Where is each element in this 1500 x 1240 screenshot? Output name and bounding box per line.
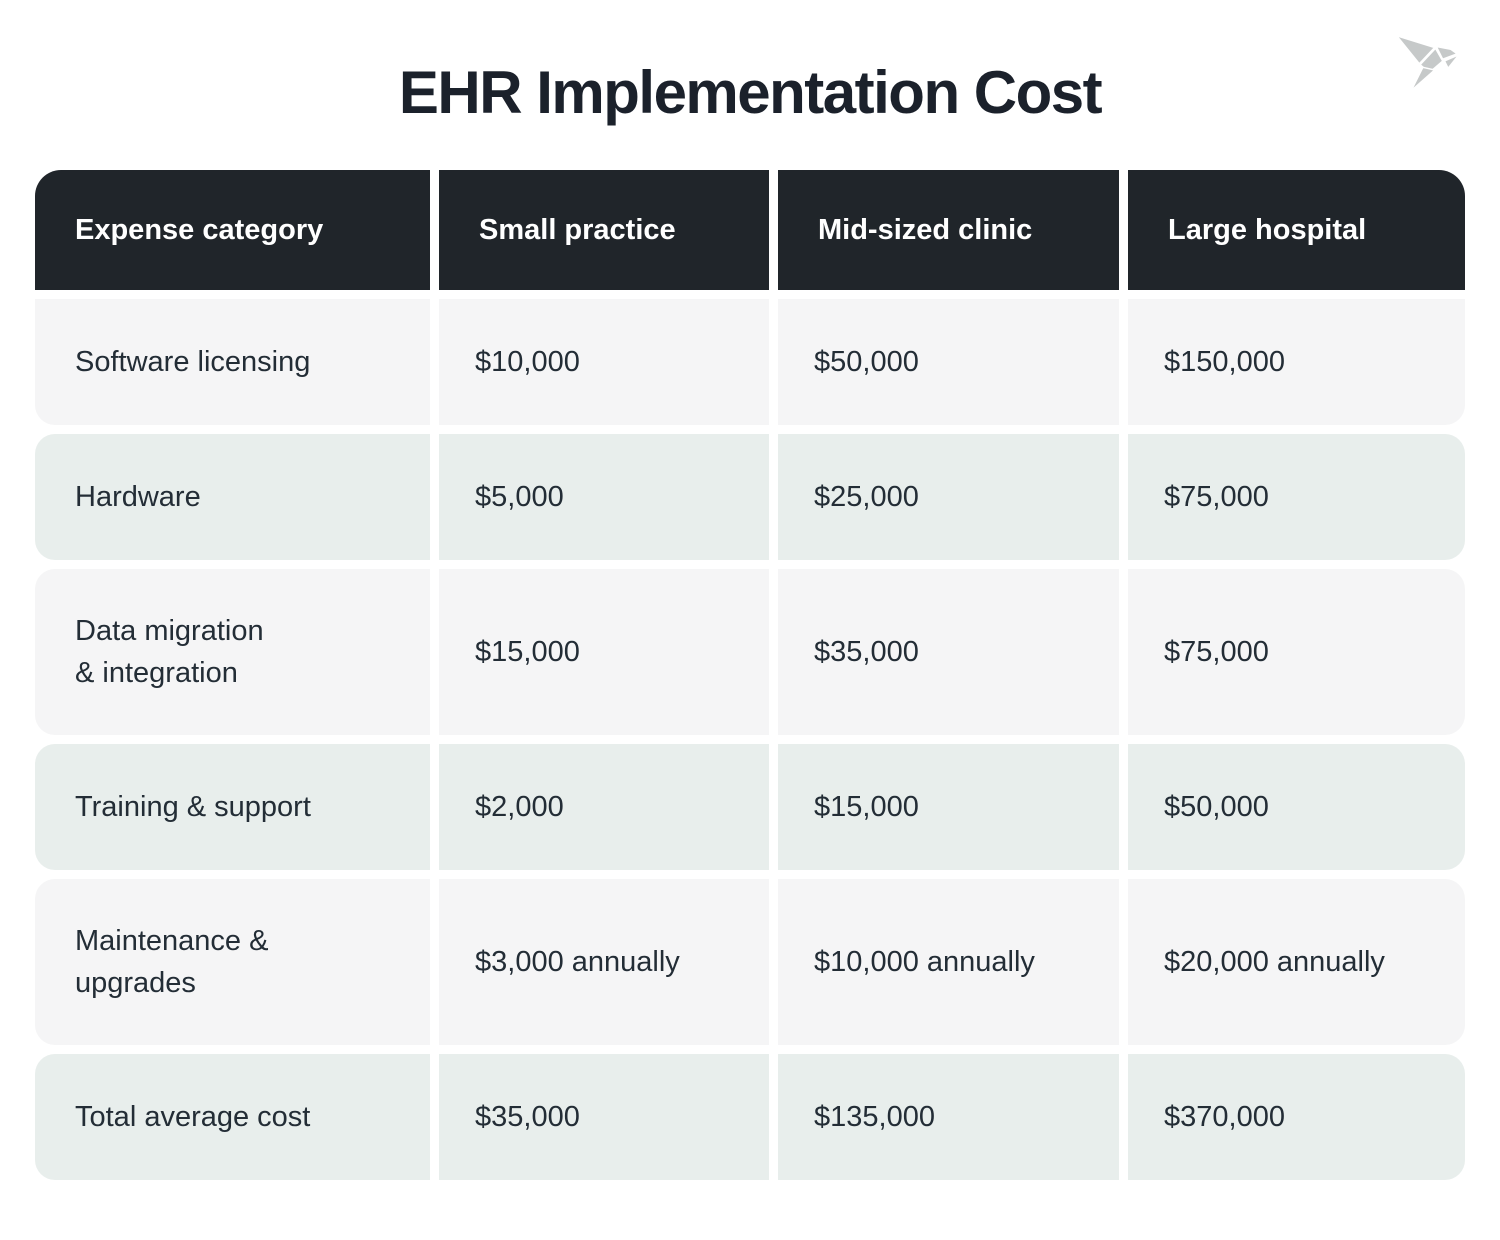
- column-header-small-practice: Small practice: [439, 170, 769, 290]
- value-cell: $370,000: [1128, 1054, 1465, 1180]
- category-cell: Total average cost: [35, 1054, 430, 1180]
- value-cell: $10,000 annually: [778, 879, 1119, 1045]
- value-cell: $10,000: [439, 299, 769, 425]
- column-header-large-hospital: Large hospital: [1128, 170, 1465, 290]
- column-header-expense-category: Expense category: [35, 170, 430, 290]
- value-cell: $150,000: [1128, 299, 1465, 425]
- value-cell: $135,000: [778, 1054, 1119, 1180]
- category-cell: Hardware: [35, 434, 430, 560]
- value-cell: $50,000: [778, 299, 1119, 425]
- value-cell: $50,000: [1128, 744, 1465, 870]
- category-cell: Training & support: [35, 744, 430, 870]
- value-cell: $75,000: [1128, 434, 1465, 560]
- value-cell: $35,000: [778, 569, 1119, 735]
- cost-table: Expense category Small practice Mid-size…: [35, 170, 1465, 1180]
- category-cell: Data migration & integration: [35, 569, 430, 735]
- page-title: EHR Implementation Cost: [398, 59, 1103, 126]
- value-cell: $20,000 annually: [1128, 879, 1465, 1045]
- value-cell: $5,000: [439, 434, 769, 560]
- value-cell: $35,000: [439, 1054, 769, 1180]
- value-cell: $2,000: [439, 744, 769, 870]
- category-cell: Maintenance & upgrades: [35, 879, 430, 1045]
- column-header-mid-sized-clinic: Mid-sized clinic: [778, 170, 1119, 290]
- value-cell: $15,000: [439, 569, 769, 735]
- origami-bird-logo-icon: [1396, 35, 1460, 92]
- value-cell: $75,000: [1128, 569, 1465, 735]
- value-cell: $15,000: [778, 744, 1119, 870]
- value-cell: $3,000 annually: [439, 879, 769, 1045]
- category-cell: Software licensing: [35, 299, 430, 425]
- value-cell: $25,000: [778, 434, 1119, 560]
